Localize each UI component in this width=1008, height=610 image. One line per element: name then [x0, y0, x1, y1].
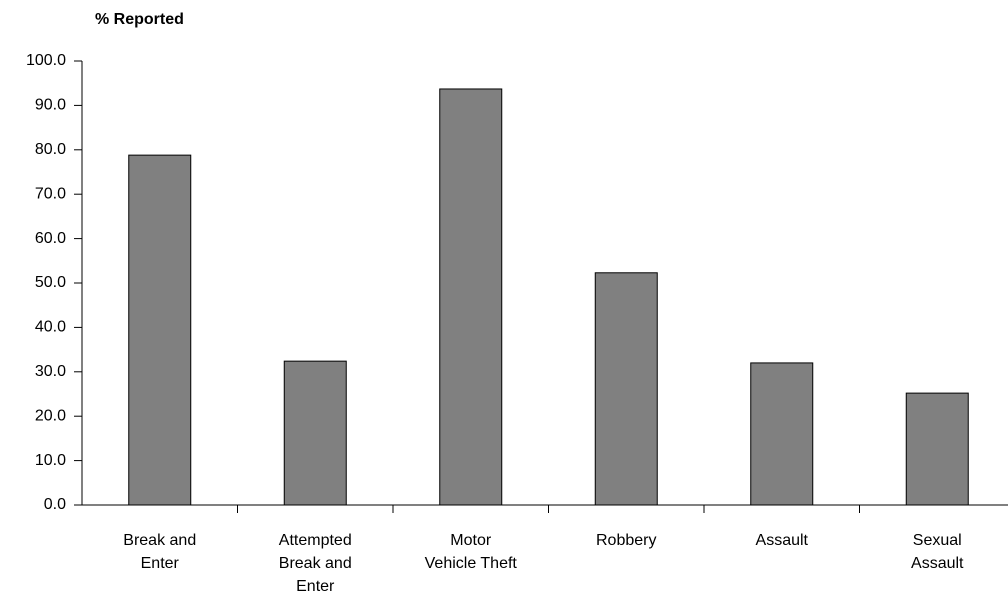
bar: [750, 362, 814, 506]
bar: [594, 272, 658, 506]
y-tick-label: 50.0: [35, 274, 66, 291]
y-tick-label: 60.0: [35, 230, 66, 247]
x-tick-label: Sexual Assault: [911, 532, 964, 572]
bar: [128, 154, 192, 506]
y-tick-label: 40.0: [35, 319, 66, 336]
bar: [905, 392, 969, 506]
y-tick-label: 90.0: [35, 97, 66, 114]
bar: [439, 88, 503, 506]
y-tick-label: 0.0: [44, 496, 66, 513]
x-tick-label: Robbery: [596, 532, 657, 549]
x-tick-label: Assault: [755, 532, 808, 549]
x-tick-label: Attempted Break and Enter: [278, 532, 352, 595]
bar: [283, 360, 347, 506]
x-tick-label: Break and Enter: [123, 532, 197, 572]
y-tick-label: 10.0: [35, 452, 66, 469]
y-tick-label: 70.0: [35, 185, 66, 202]
y-tick-label: 20.0: [35, 407, 66, 424]
y-tick-label: 80.0: [35, 141, 66, 158]
y-tick-label: 30.0: [35, 363, 66, 380]
x-tick-label: Motor Vehicle Theft: [424, 532, 517, 572]
chart-title: % Reported: [95, 11, 184, 28]
y-tick-label: 100.0: [26, 52, 66, 69]
